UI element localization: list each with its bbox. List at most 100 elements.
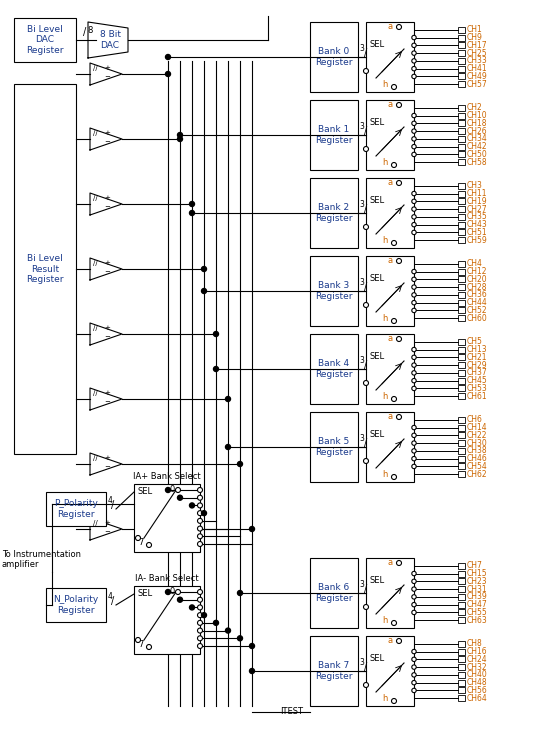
Circle shape — [397, 181, 402, 186]
Bar — [458, 456, 465, 462]
Text: CH43: CH43 — [467, 220, 488, 229]
Circle shape — [412, 277, 416, 282]
Text: SEL: SEL — [370, 352, 385, 361]
Text: +: + — [104, 390, 110, 396]
Bar — [458, 26, 465, 33]
Text: /: / — [364, 126, 367, 136]
Circle shape — [412, 386, 416, 390]
Text: h: h — [382, 80, 387, 89]
Bar — [458, 128, 465, 134]
Circle shape — [166, 487, 171, 493]
Bar — [458, 112, 465, 119]
Text: Bank 7
Register: Bank 7 Register — [315, 661, 353, 680]
Bar — [458, 339, 465, 345]
Text: CH56: CH56 — [467, 686, 488, 695]
Circle shape — [412, 199, 416, 203]
Text: /: / — [364, 282, 367, 292]
Circle shape — [412, 113, 416, 117]
Bar — [458, 463, 465, 470]
Text: //: // — [93, 390, 98, 396]
Bar — [458, 448, 465, 454]
Text: CH18: CH18 — [467, 119, 488, 128]
Circle shape — [189, 503, 194, 508]
Text: CH15: CH15 — [467, 569, 488, 578]
Circle shape — [412, 426, 416, 429]
Circle shape — [412, 35, 416, 40]
Bar — [458, 34, 465, 40]
Circle shape — [189, 202, 194, 206]
Text: CH28: CH28 — [467, 283, 488, 291]
Circle shape — [412, 347, 416, 352]
Text: a: a — [388, 256, 393, 265]
Bar — [458, 594, 465, 600]
Text: 7: 7 — [138, 640, 143, 649]
Bar — [458, 609, 465, 615]
Text: CH29: CH29 — [467, 360, 488, 370]
Circle shape — [197, 620, 203, 625]
Bar — [458, 73, 465, 79]
Text: CH49: CH49 — [467, 72, 488, 81]
Text: /: / — [111, 500, 114, 510]
Text: a: a — [388, 22, 393, 31]
Circle shape — [412, 129, 416, 134]
Text: CH14: CH14 — [467, 423, 488, 432]
Bar — [458, 222, 465, 228]
Circle shape — [412, 363, 416, 367]
Circle shape — [392, 84, 397, 90]
Circle shape — [392, 620, 397, 625]
Text: CH24: CH24 — [467, 655, 488, 664]
Bar — [458, 563, 465, 569]
Bar — [310, 178, 358, 248]
Text: +: + — [104, 455, 110, 461]
Circle shape — [412, 371, 416, 375]
Bar — [458, 284, 465, 290]
Circle shape — [363, 605, 368, 609]
Circle shape — [249, 644, 254, 649]
Text: CH35: CH35 — [467, 212, 488, 222]
Circle shape — [412, 595, 416, 599]
Circle shape — [397, 561, 402, 565]
Text: −: − — [104, 399, 110, 405]
Bar — [458, 105, 465, 111]
Circle shape — [238, 462, 243, 467]
Text: CH44: CH44 — [467, 298, 488, 307]
Circle shape — [249, 526, 254, 531]
Text: a: a — [388, 334, 393, 343]
Circle shape — [412, 293, 416, 297]
Circle shape — [412, 610, 416, 614]
Circle shape — [412, 230, 416, 235]
Circle shape — [225, 445, 230, 449]
Bar — [458, 151, 465, 158]
Text: 3: 3 — [359, 356, 364, 365]
Bar — [458, 672, 465, 678]
Text: CH58: CH58 — [467, 158, 488, 167]
Circle shape — [197, 589, 203, 595]
Circle shape — [238, 636, 243, 641]
Text: CH57: CH57 — [467, 80, 488, 89]
Bar — [458, 641, 465, 647]
Text: N_Polarity
Register: N_Polarity Register — [53, 595, 99, 614]
Circle shape — [225, 628, 230, 633]
Bar — [458, 432, 465, 438]
Circle shape — [397, 24, 402, 29]
Bar — [458, 471, 465, 477]
Text: CH64: CH64 — [467, 694, 488, 702]
Circle shape — [392, 699, 397, 703]
Text: SEL: SEL — [370, 40, 385, 49]
Circle shape — [412, 355, 416, 360]
Text: SEL: SEL — [138, 589, 153, 598]
Text: CH9: CH9 — [467, 33, 483, 42]
Text: SEL: SEL — [370, 654, 385, 663]
Circle shape — [397, 639, 402, 644]
Bar — [310, 636, 358, 706]
Text: 3: 3 — [359, 658, 364, 667]
Bar — [458, 346, 465, 352]
Text: +: + — [104, 325, 110, 331]
Circle shape — [412, 603, 416, 607]
Text: CH12: CH12 — [467, 267, 488, 276]
Circle shape — [202, 511, 207, 516]
Text: SEL: SEL — [370, 118, 385, 127]
Text: +: + — [104, 195, 110, 201]
Text: 3: 3 — [359, 434, 364, 443]
Text: a: a — [388, 636, 393, 645]
